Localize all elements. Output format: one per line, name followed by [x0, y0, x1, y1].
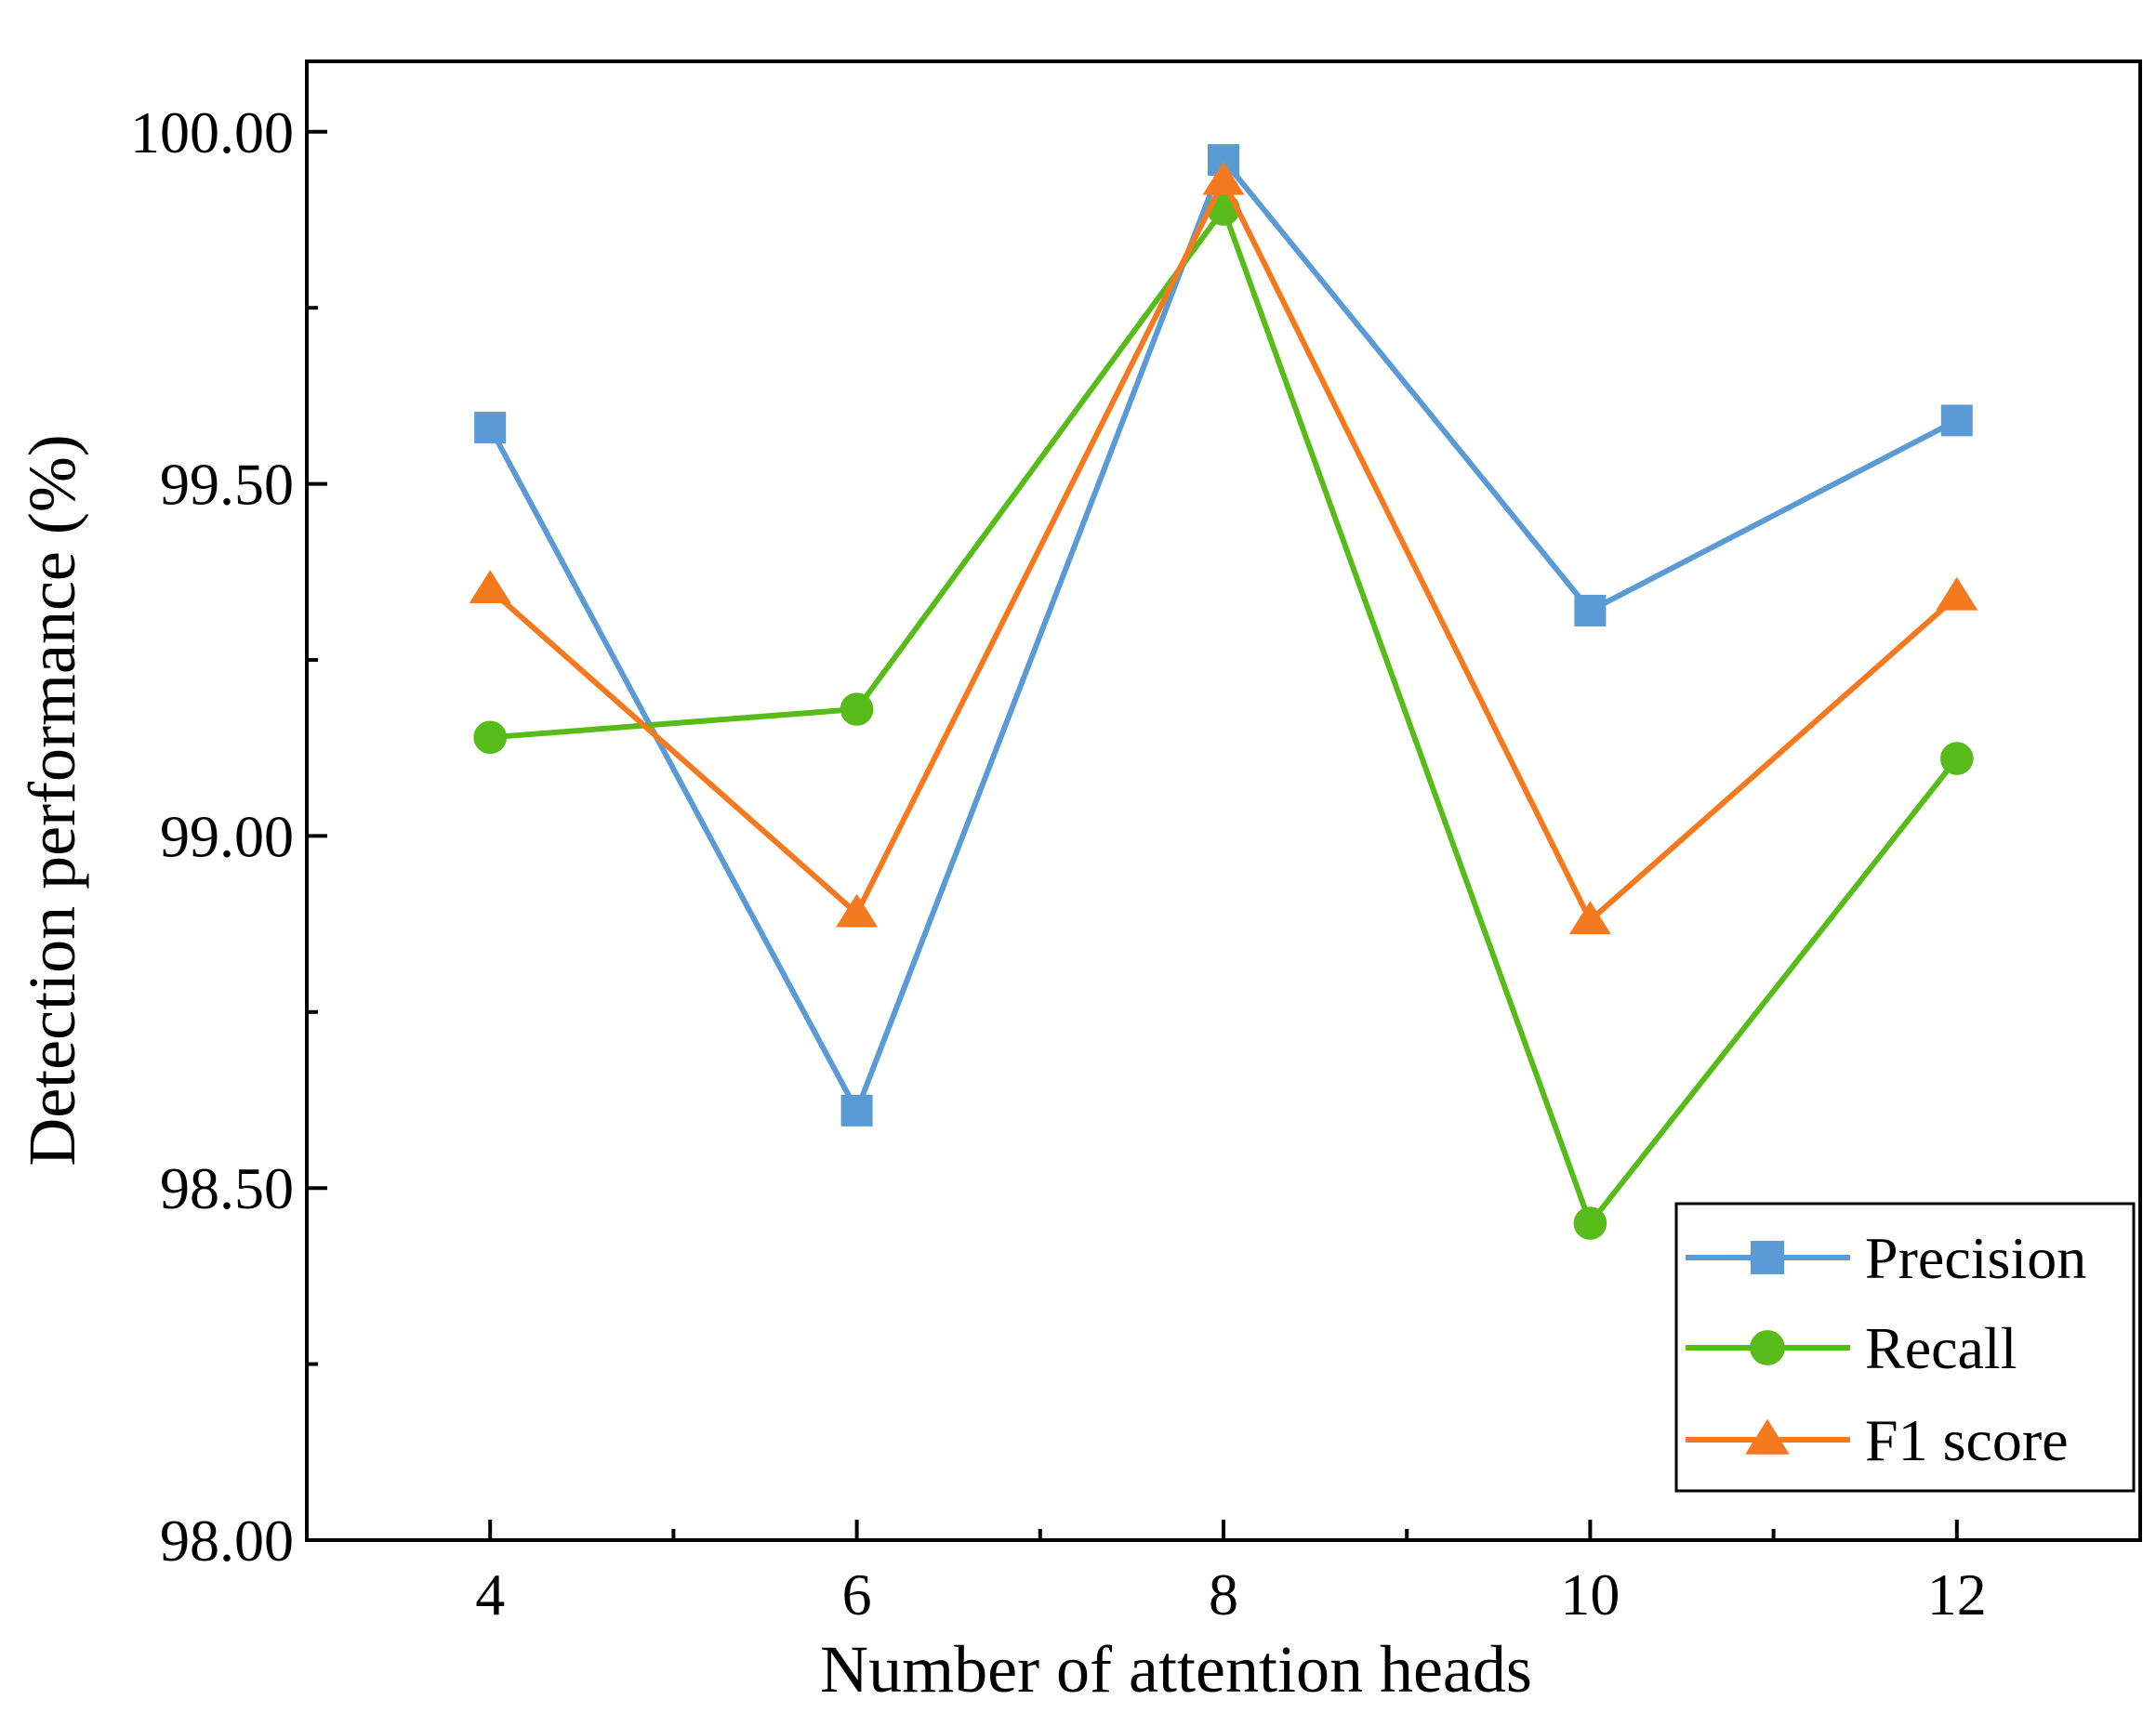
series-precision: [474, 144, 1973, 1127]
y-tick-label: 98.00: [160, 1508, 294, 1574]
series-f1-score: [469, 161, 1978, 935]
f1-score-point: [1936, 576, 1978, 611]
f1-score-point: [1568, 901, 1611, 935]
legend-recall-label: Recall: [1865, 1315, 2017, 1381]
series-recall: [473, 192, 1974, 1240]
precision-point: [840, 1094, 873, 1127]
y-axis-title: Detection performance (%): [15, 434, 89, 1166]
x-tick-label: 6: [842, 1561, 872, 1627]
y-tick-label: 98.50: [160, 1155, 294, 1221]
precision-point: [474, 411, 507, 443]
legend-f1-score-label: F1 score: [1865, 1407, 2069, 1473]
f1-score-point: [1202, 161, 1245, 195]
recall-point: [1573, 1206, 1607, 1240]
y-tick-label: 99.00: [160, 803, 294, 869]
axis-layer: 98.00 98.50 99.00 99.50 100.00 4 6 8 10 12: [130, 99, 1987, 1627]
x-tick-label: 4: [475, 1561, 505, 1627]
x-tick-label: 12: [1927, 1561, 1987, 1627]
x-tick-label: 8: [1209, 1561, 1238, 1627]
legend-f1-score-marker: [1745, 1418, 1790, 1455]
precision-point: [1574, 594, 1607, 626]
x-axis-title: Number of attention heads: [820, 1632, 1532, 1706]
legend-precision-marker: [1751, 1241, 1784, 1274]
f1-score-point: [469, 570, 511, 604]
f1-score-line: [488, 178, 1959, 924]
precision-line: [487, 157, 1959, 1113]
recall-point: [473, 720, 508, 755]
x-tick-label: 10: [1560, 1561, 1620, 1627]
y-tick-label: 99.50: [160, 452, 294, 518]
recall-point: [1940, 742, 1974, 775]
series-layer: [469, 144, 1978, 1240]
legend: Precision Recall F1 score: [1674, 1202, 2136, 1493]
f1-score-point: [836, 893, 879, 928]
legend-precision-label: Precision: [1865, 1225, 2086, 1291]
y-tick-label: 100.00: [130, 99, 294, 165]
legend-recall-marker: [1750, 1330, 1785, 1365]
precision-point: [1940, 404, 1973, 437]
recall-line: [489, 206, 1960, 1227]
recall-point: [840, 692, 874, 726]
